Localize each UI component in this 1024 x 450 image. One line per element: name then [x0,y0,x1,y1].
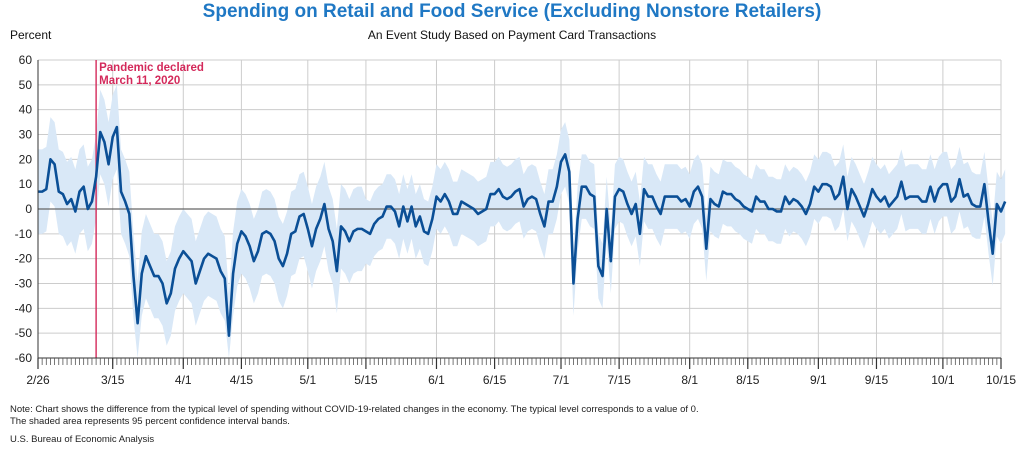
chart-title: Spending on Retail and Food Service (Exc… [202,1,822,22]
x-tick-label: 7/1 [553,373,570,387]
x-tick-label: 9/15 [865,373,889,387]
y-axis-label: Percent [10,28,52,42]
annotation-line-1: Pandemic declared [99,62,204,74]
x-tick-label: 6/15 [483,373,507,387]
x-tick-label: 4/15 [230,373,254,387]
y-tick-label: 0 [25,202,32,216]
x-tick-label: 4/1 [175,373,192,387]
x-tick-label: 8/1 [681,373,698,387]
x-tick-label: 10/1 [931,373,955,387]
source-credit: U.S. Bureau of Economic Analysis [10,434,155,445]
x-tick-label: 9/1 [810,373,827,387]
y-tick-label: 50 [19,78,33,92]
x-tick-label: 5/15 [354,373,378,387]
y-tick-label: 60 [19,53,33,67]
y-tick-label: 20 [19,152,33,166]
x-tick-label: 3/15 [101,373,125,387]
y-tick-label: -40 [15,301,33,315]
series-line [38,125,1007,337]
y-tick-label: -20 [15,252,33,266]
annotation-line-2: March 11, 2020 [99,75,180,87]
y-tick-label: 10 [19,177,33,191]
y-tick-label: -30 [15,277,33,291]
x-tick-label: 10/15 [986,373,1016,387]
confidence-band [38,84,1006,358]
chart-subtitle: An Event Study Based on Payment Card Tra… [367,28,657,42]
x-tick-label: 6/1 [428,373,445,387]
x-tick-label: 2/26 [26,373,50,387]
x-tick-label: 7/15 [607,373,631,387]
y-tick-label: -60 [15,351,33,365]
x-tick-label: 8/15 [736,373,760,387]
y-tick-label: -50 [15,326,33,340]
chart-note-line-1: Note: Chart shows the difference from th… [10,404,699,415]
chart-note-line-2: The shaded area represents 95 percent co… [10,416,290,427]
y-tick-label: -10 [15,227,33,241]
y-tick-label: 40 [19,103,33,117]
y-tick-label: 30 [19,128,33,142]
x-tick-label: 5/1 [299,373,316,387]
